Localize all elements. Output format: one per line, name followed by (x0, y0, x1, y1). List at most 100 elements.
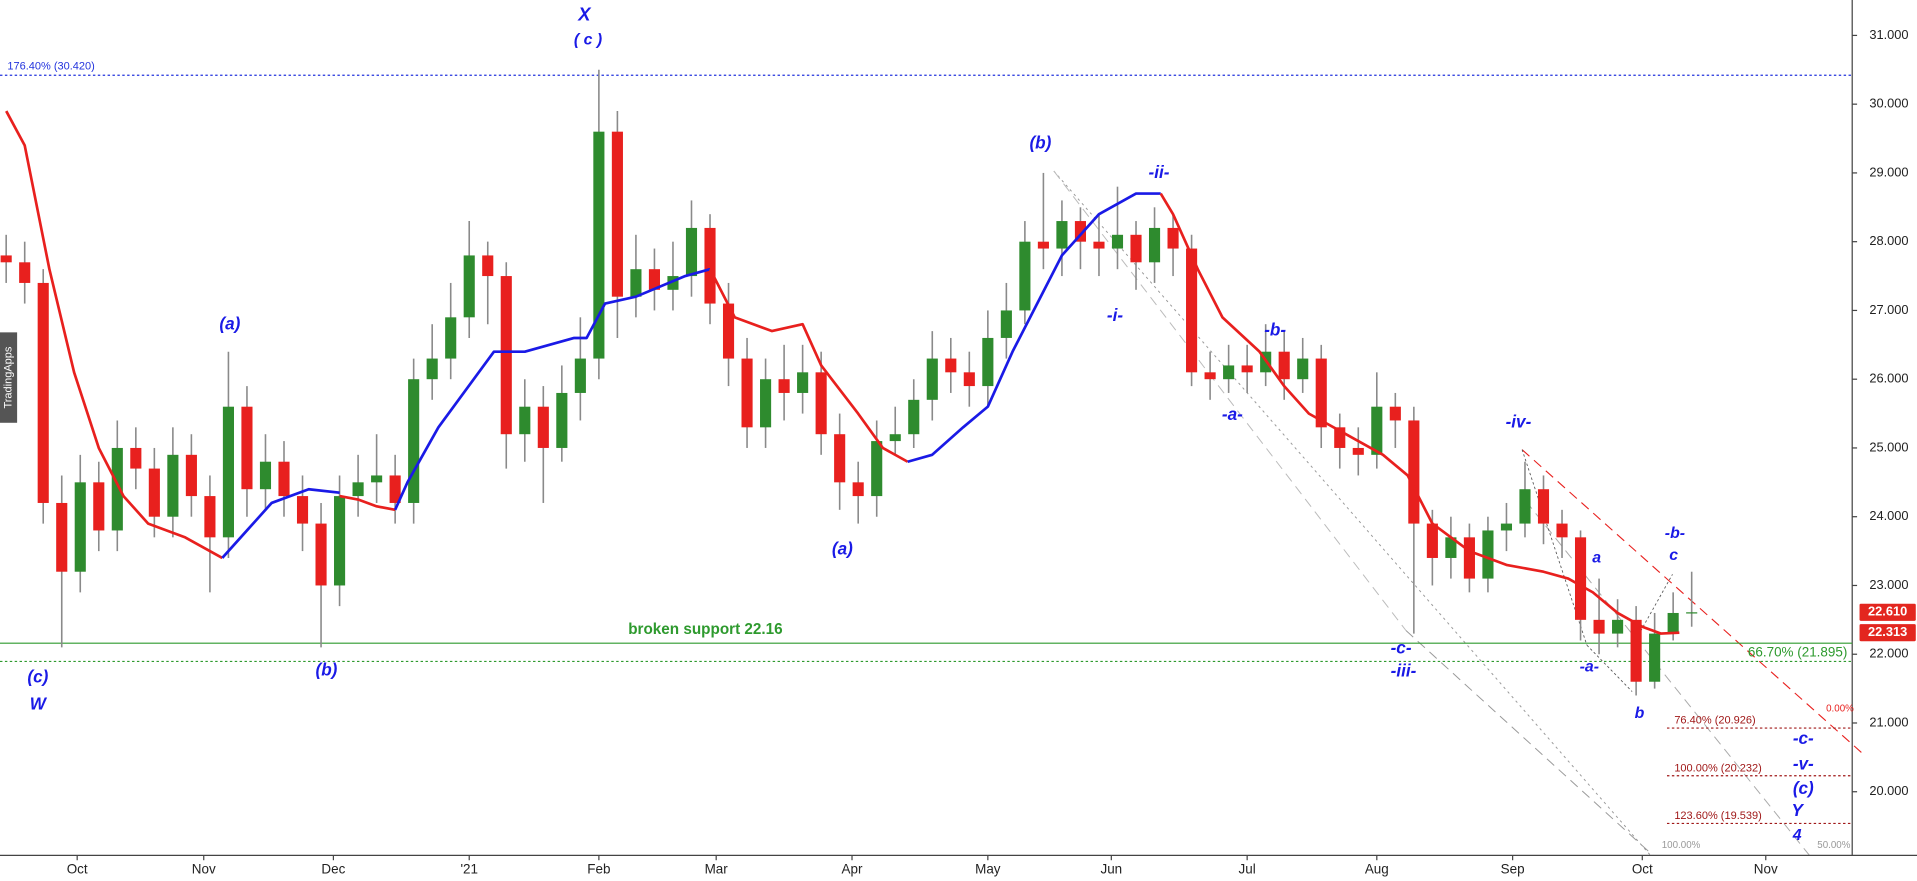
x-tick-label: Oct (67, 862, 88, 877)
wave-label: Y (1791, 801, 1804, 820)
wave-label: -a- (1580, 658, 1599, 675)
candle-body (1519, 489, 1531, 524)
candle-body (222, 406, 234, 538)
wave-label: -iv- (1506, 412, 1532, 431)
candle-body (1000, 310, 1012, 338)
y-tick-label: 23.000 (1869, 577, 1908, 592)
candle-body (1500, 523, 1513, 531)
candle-body (1334, 427, 1346, 448)
wave-label: 0.00% (1826, 703, 1854, 714)
candle-body (963, 372, 975, 387)
candle-body (1630, 619, 1642, 682)
moving-average (221, 487, 340, 559)
candle-body (371, 475, 383, 483)
candle-body (1223, 365, 1235, 380)
y-tick-label: 21.000 (1869, 714, 1908, 729)
level-label: 176.40% (30.420) (7, 61, 94, 73)
candle-body (1130, 234, 1142, 263)
wave-label: (a) (832, 539, 853, 558)
candle-body (1074, 221, 1087, 242)
candle-body (37, 282, 49, 503)
candle-body (1315, 358, 1327, 428)
candle-body (296, 496, 309, 524)
level-label: 123.60% (19.539) (1674, 810, 1761, 822)
candle-body (982, 337, 994, 387)
candle-body (667, 276, 679, 290)
candle-body (574, 358, 586, 393)
wave-label: ( c ) (574, 32, 602, 49)
candle-body (704, 227, 716, 304)
candle-body (352, 482, 364, 497)
wave-label: 100.00% (1662, 840, 1701, 851)
wave-label: W (30, 695, 48, 714)
candle-body (1111, 234, 1124, 249)
candle-body (1019, 241, 1031, 311)
x-tick-label: Sep (1501, 862, 1525, 877)
candle-body (778, 379, 790, 393)
candle-body (1389, 406, 1401, 421)
level-label: 100.00% (20.232) (1674, 762, 1761, 774)
y-tick-label: 20.000 (1869, 783, 1908, 798)
x-tick-label: Oct (1632, 862, 1653, 877)
candle-body (741, 358, 753, 428)
x-tick-label: Nov (1754, 862, 1778, 877)
trend-line (1405, 630, 1654, 856)
x-tick-label: Feb (587, 862, 610, 877)
candle-body (1278, 351, 1290, 380)
candle-body (1408, 420, 1420, 524)
candle-body (130, 447, 142, 469)
candle-body (1148, 227, 1161, 263)
candle-body (500, 276, 512, 435)
y-tick-label: 24.000 (1869, 508, 1908, 523)
wave-label: (c) (27, 668, 48, 687)
candle-body (871, 441, 883, 497)
wave-label: -ii- (1149, 163, 1170, 182)
candle-body (908, 399, 920, 435)
x-tick-label: Jul (1239, 862, 1256, 877)
candle-body (19, 262, 31, 283)
moving-average (339, 494, 396, 512)
candle-body (556, 392, 568, 448)
candles (0, 69, 1698, 696)
candle-body (1649, 633, 1661, 682)
wave-label: X (577, 4, 592, 25)
y-tick-label: 25.000 (1869, 439, 1908, 454)
candle-body (167, 454, 179, 517)
wave-label: -v- (1793, 754, 1814, 773)
candle-body (1556, 523, 1568, 538)
candle-body (1574, 537, 1587, 620)
y-tick-label: 27.000 (1869, 302, 1908, 317)
candle-body (630, 269, 642, 297)
candle-body (1537, 489, 1550, 524)
wave-label: a (1592, 550, 1601, 567)
candle-body (204, 496, 216, 538)
moving-average (1159, 192, 1680, 635)
candle-body (111, 447, 123, 531)
channel-line (1521, 449, 1865, 756)
y-tick-label: 22.000 (1869, 646, 1908, 661)
candle-body (482, 255, 494, 277)
moving-average (393, 267, 711, 511)
candle-body (926, 358, 938, 400)
candle-body (834, 434, 846, 483)
moving-average (5, 110, 223, 560)
candle-body (760, 379, 772, 428)
wave-label: (c) (1793, 779, 1814, 798)
wave-label: -c- (1793, 729, 1814, 748)
x-tick-label: May (975, 862, 1001, 877)
candle-body (889, 434, 901, 442)
wave-label: 4 (1792, 827, 1802, 844)
candle-body (148, 468, 160, 517)
watermark-box (0, 332, 18, 423)
candle-body (1482, 530, 1494, 579)
candle-body (408, 379, 420, 503)
candle-body (1241, 365, 1253, 373)
candle-body (1297, 358, 1309, 380)
watermark: TradingApps (2, 346, 14, 408)
candle-body (648, 269, 661, 290)
wave-label: b (1635, 705, 1645, 722)
wave-label: (b) (1029, 134, 1051, 153)
candle-body (1352, 447, 1364, 455)
